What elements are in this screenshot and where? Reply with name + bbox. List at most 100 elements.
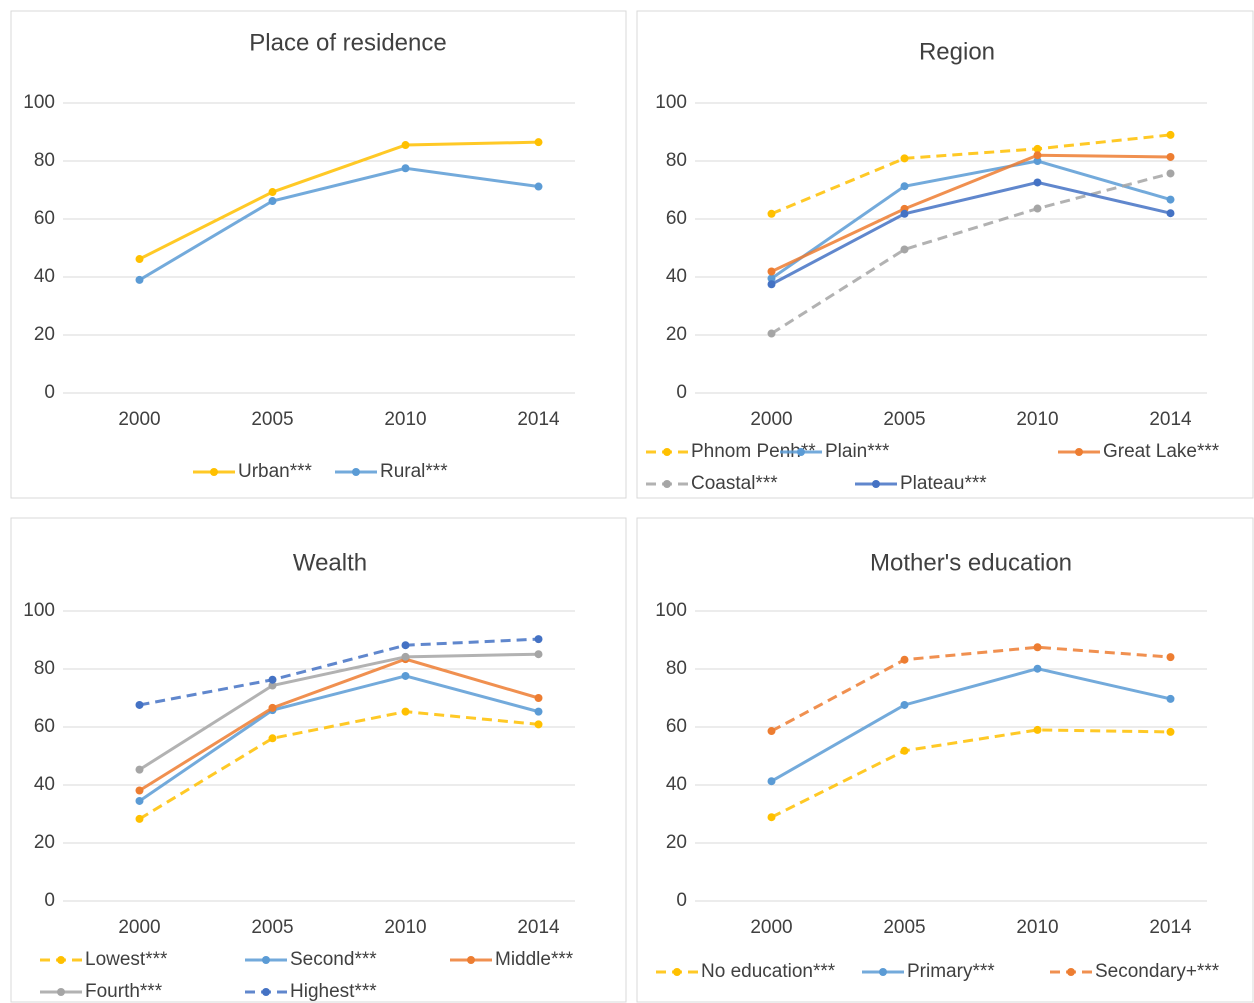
y-tick-label: 80 (666, 658, 687, 679)
x-tick-label: 2000 (118, 917, 160, 938)
legend-label: Primary*** (907, 961, 995, 982)
point (268, 734, 277, 743)
legend-marker (663, 480, 671, 488)
point (900, 245, 909, 254)
point (767, 329, 776, 338)
series-line (770, 728, 1171, 819)
y-tick-label: 80 (666, 150, 687, 171)
y-tick-label: 40 (666, 774, 687, 795)
x-tick-label: 2005 (883, 917, 925, 938)
legend-label: Middle*** (495, 949, 574, 970)
legend-marker (1075, 448, 1083, 456)
x-tick-label: 2014 (517, 917, 560, 938)
point (1033, 725, 1042, 734)
point (1033, 643, 1042, 652)
point (1166, 209, 1175, 218)
legend-marker (210, 468, 218, 476)
point (1033, 157, 1042, 165)
point (1166, 130, 1175, 139)
point (135, 814, 144, 823)
x-tick-label: 2014 (1149, 409, 1192, 430)
point (1166, 727, 1175, 736)
point (767, 267, 776, 276)
point (401, 652, 410, 661)
legend-marker (57, 956, 65, 964)
point (1166, 195, 1175, 204)
y-tick-label: 20 (34, 324, 55, 345)
x-tick-label: 2010 (1016, 917, 1058, 938)
legend-label: Highest*** (290, 981, 377, 1002)
point (534, 650, 543, 659)
point (900, 182, 909, 191)
legend-marker (1067, 968, 1075, 976)
point (900, 655, 909, 664)
point (1033, 664, 1042, 673)
point (1033, 151, 1042, 160)
series-line (139, 637, 539, 707)
chart-title: Place of residence (249, 29, 446, 56)
legend-marker (57, 988, 65, 996)
legend-label: Coastal*** (691, 473, 778, 494)
x-tick-label: 2014 (517, 409, 560, 430)
y-tick-label: 20 (666, 832, 687, 853)
series-line (138, 657, 539, 792)
y-tick-label: 0 (44, 890, 55, 911)
legend-label: Phnom Penh** (691, 441, 816, 462)
point (1033, 178, 1042, 187)
legend-marker (673, 968, 681, 976)
point (900, 700, 909, 709)
y-tick-label: 20 (666, 324, 687, 345)
legend-marker (797, 448, 805, 456)
x-tick-label: 2005 (251, 917, 293, 938)
x-tick-label: 2000 (750, 917, 792, 938)
point (1033, 204, 1042, 213)
point (401, 641, 410, 650)
point (401, 164, 410, 173)
series-line (138, 710, 539, 821)
point (534, 138, 543, 147)
series-line (770, 133, 1171, 216)
point (534, 182, 543, 191)
series-line (138, 674, 539, 803)
legend-marker (879, 968, 887, 976)
legend-label: No education*** (701, 961, 836, 982)
x-tick-label: 2005 (251, 409, 293, 430)
chart-title: Wealth (293, 549, 367, 576)
point (401, 671, 410, 680)
series-line (770, 153, 1171, 273)
panel-border (10, 517, 627, 1003)
legend-marker (352, 468, 360, 476)
x-tick-label: 2000 (118, 409, 160, 430)
series-line (138, 652, 539, 771)
y-tick-label: 60 (34, 208, 55, 229)
point (135, 700, 144, 709)
y-tick-label: 40 (666, 266, 687, 287)
point (900, 209, 909, 218)
y-tick-label: 100 (655, 92, 687, 113)
point (1033, 144, 1042, 153)
series-line (770, 667, 1171, 783)
series-line (770, 180, 1171, 286)
y-tick-label: 80 (34, 658, 55, 679)
point (135, 275, 144, 284)
point (1166, 152, 1175, 161)
legend-label: Secondary+*** (1095, 961, 1220, 982)
y-tick-label: 80 (34, 150, 55, 171)
point (1166, 169, 1175, 178)
panel-border (636, 10, 1254, 499)
y-tick-label: 40 (34, 266, 55, 287)
point (534, 707, 543, 716)
point (900, 154, 909, 163)
point (268, 703, 277, 712)
point (401, 141, 410, 150)
y-tick-label: 60 (34, 716, 55, 737)
legend-marker (467, 956, 475, 964)
series-line (770, 159, 1171, 280)
point (767, 274, 776, 283)
legend-marker (262, 988, 270, 996)
point (534, 720, 543, 729)
x-tick-label: 2010 (384, 917, 426, 938)
series-line (138, 166, 539, 282)
x-tick-label: 2010 (384, 409, 426, 430)
